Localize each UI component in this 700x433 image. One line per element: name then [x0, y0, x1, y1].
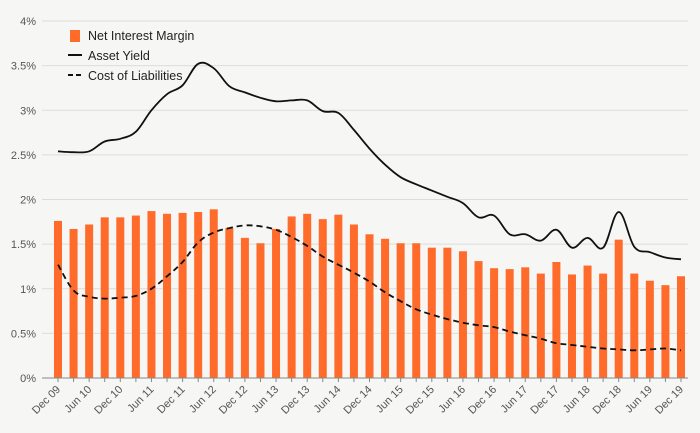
x-tick-label: Dec 11	[155, 384, 188, 417]
x-tick-label: Jun 18	[561, 384, 593, 416]
y-tick-label: 0.5%	[11, 328, 36, 340]
y-tick-label: 3%	[20, 105, 36, 117]
bar	[474, 261, 483, 378]
bar	[645, 280, 654, 378]
legend-label-net-interest-margin: Net Interest Margin	[88, 29, 194, 43]
bar	[381, 238, 390, 378]
x-tick-label: Jun 19	[623, 384, 655, 416]
bar	[225, 228, 234, 378]
x-tick-label: Jun 13	[249, 384, 281, 416]
bar	[521, 267, 530, 378]
y-tick-label: 2.5%	[11, 150, 36, 162]
x-tick-label: Jun 11	[125, 384, 156, 415]
bar	[272, 228, 281, 378]
bar	[412, 243, 421, 378]
y-tick-label: 2%	[20, 195, 36, 207]
x-tick-label: Jun 16	[436, 384, 468, 416]
x-tick-label: Jun 12	[187, 384, 219, 416]
bar	[490, 268, 499, 378]
bar	[443, 247, 452, 378]
x-tick-label: Jun 10	[62, 384, 94, 416]
bar	[599, 273, 608, 378]
x-tick-label: Dec 09	[30, 384, 63, 417]
x-tick-label: Dec 17	[528, 384, 561, 417]
bar	[318, 219, 327, 378]
line-asset-yield	[57, 61, 682, 261]
bar	[365, 234, 374, 378]
bar	[567, 274, 576, 378]
bar	[552, 261, 561, 378]
bar	[100, 217, 109, 378]
x-tick-label: Jun 15	[374, 384, 406, 416]
bar	[163, 213, 172, 378]
x-tick-label: Dec 10	[92, 384, 125, 417]
x-tick-label: Dec 12	[217, 384, 250, 417]
legend-swatch-net-interest-margin	[70, 30, 80, 42]
bar	[69, 228, 78, 378]
x-tick-label: Dec 16	[466, 384, 499, 417]
y-tick-label: 3.5%	[11, 61, 36, 73]
bar	[256, 243, 265, 378]
bar	[303, 213, 312, 378]
bar	[505, 269, 514, 378]
bar	[147, 211, 156, 378]
bar	[677, 276, 685, 378]
x-tick-label: Dec 13	[279, 384, 312, 417]
x-tick-label: Dec 15	[404, 384, 437, 417]
bar	[583, 265, 592, 378]
bar	[427, 247, 436, 378]
legend-label-asset-yield: Asset Yield	[88, 49, 150, 63]
bar	[630, 273, 639, 378]
bar	[240, 237, 249, 378]
bar	[349, 224, 358, 378]
bar	[287, 216, 296, 378]
line-cost-of-liabilities	[57, 224, 682, 352]
bar	[396, 243, 405, 378]
bar	[334, 214, 343, 378]
line-series	[57, 61, 682, 352]
bar	[178, 212, 187, 378]
x-tick-label: Dec 19	[653, 384, 686, 417]
y-tick-label: 1%	[20, 284, 36, 296]
bar	[209, 209, 218, 378]
bar	[614, 239, 623, 378]
bar	[536, 273, 545, 378]
bar	[116, 217, 125, 378]
x-tick-label: Dec 14	[341, 384, 374, 417]
y-axis-ticks: 0% 0.5% 1% 1.5% 2% 2.5% 3% 3.5% 4%	[11, 16, 36, 385]
y-tick-label: 0%	[20, 373, 36, 385]
y-tick-label: 4%	[20, 16, 36, 28]
bar	[458, 251, 467, 378]
bar	[54, 220, 62, 378]
bar	[661, 285, 670, 378]
x-tick-label: Jun 14	[312, 384, 344, 416]
y-tick-label: 1.5%	[11, 239, 36, 251]
x-tick-label: Dec 18	[591, 384, 624, 417]
legend-label-cost-of-liabilities: Cost of Liabilities	[88, 69, 183, 83]
bar	[194, 211, 203, 378]
bar	[85, 224, 94, 378]
legend: Net Interest Margin Asset Yield Cost of …	[68, 29, 194, 83]
bar-series-net-interest-margin	[54, 209, 685, 378]
x-tick-label: Jun 17	[499, 384, 531, 416]
